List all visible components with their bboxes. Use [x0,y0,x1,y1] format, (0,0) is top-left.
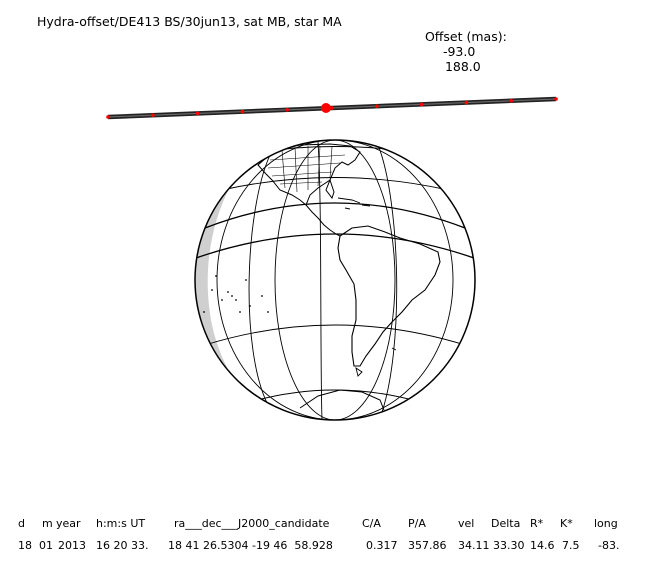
south-america-outline [337,225,441,367]
track-ticks [106,97,558,119]
cell-year: 2013 [58,539,86,552]
cell-d: 18 [18,539,32,552]
north-america-outline [257,143,361,206]
caribbean-islands [337,197,371,210]
occultation-map [106,96,558,421]
col-header-hms: h:m:s UT [96,517,146,530]
offset-readout: Offset (mas): -93.0 188.0 [417,14,507,74]
track-tick [285,108,290,112]
shadow-track [106,96,558,120]
track-tick [195,111,200,116]
track-tick [509,99,513,103]
cell-delta: 33.30 [493,539,525,552]
cell-rstar: 14.6 [530,539,555,552]
cell-hms: 16 20 33. [96,539,149,552]
col-header-vel: vel [458,517,475,530]
track-center-dot [321,103,331,113]
cell-radec: 18 41 26.5304 -19 46 58.928 [168,539,333,552]
col-header-long: long [594,517,618,530]
offset-label: Offset (mas): [424,29,507,44]
cell-kstar: 7.5 [562,539,580,552]
meridian-lines [216,140,454,420]
globe [194,139,476,421]
col-header-d: d [18,517,25,530]
track-tick [106,115,110,119]
pacific-islands [203,275,269,313]
offset-dec-value: 188.0 [444,59,481,74]
col-header-year: year [56,517,81,530]
us-state-grid [267,145,346,193]
col-header-radec: ra___dec___J2000_candidate [174,517,330,530]
plot-title: Hydra-offset/DE413 BS/30jun13, sat MB, s… [37,14,342,29]
cell-ca: 0.317 [366,539,398,552]
col-header-kstar: K* [560,517,573,530]
track-tick [554,97,558,101]
track-tick [151,113,155,117]
event-table: d m year h:m:s UT ra___dec___J2000_candi… [0,514,647,564]
col-header-m: m [42,517,53,530]
track-tick [464,100,469,105]
antarctica-outline [299,389,385,411]
cell-vel: 34.11 [458,539,490,552]
track-tick [330,106,334,110]
offset-ra-value: -93.0 [442,44,476,59]
southern-islands [355,347,397,377]
cell-long: -83. [598,539,620,552]
track-tick [419,102,424,107]
track-tick [240,109,245,114]
col-header-pa: P/A [408,517,426,530]
florida-outline [325,178,335,200]
col-header-delta: Delta [491,517,521,530]
central-america-outline [305,204,341,237]
col-header-rstar: R* [530,517,544,530]
cell-pa: 357.86 [408,539,447,552]
track-tick [375,104,379,108]
cell-m: 01 [39,539,53,552]
globe-outline [194,139,476,421]
col-header-ca: C/A [362,517,381,530]
globe-disc [195,140,475,420]
